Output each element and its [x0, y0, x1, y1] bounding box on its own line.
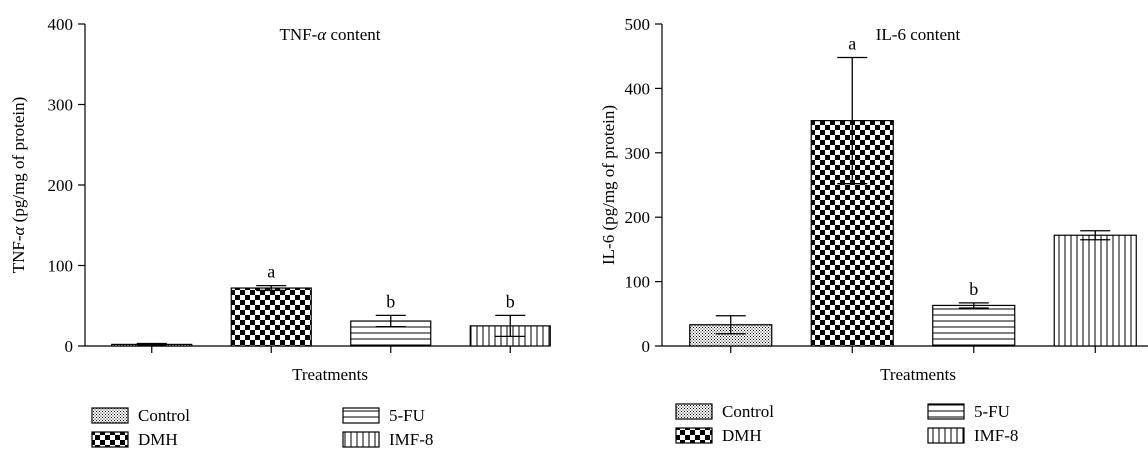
bar-5fu: [932, 304, 1016, 347]
y-tick-label: 100: [625, 273, 651, 292]
significance-label: b: [506, 291, 515, 311]
chart-2: 0 100 200 300 400 500 a b IL-6 content IL-6 (pg/m…: [599, 15, 1148, 445]
legend-label: IMF-8: [974, 426, 1018, 445]
y-tick-label: 100: [48, 257, 74, 276]
y-axis-label-rest: (pg/mg of protein): [9, 97, 28, 227]
x-axis-label: Treatments: [880, 365, 956, 384]
legend-label: DMH: [138, 430, 178, 449]
y-tick-label: 300: [48, 96, 74, 115]
legend-swatch-control: [91, 407, 129, 424]
chart-title: TNF-α content: [279, 25, 380, 44]
y-tick-label: 300: [625, 144, 651, 163]
legend-label: Control: [722, 402, 774, 421]
chart-title-main: TNF-: [279, 25, 317, 44]
y-tick-label: 200: [625, 208, 651, 227]
chart-title-main: IL-6 content: [876, 25, 961, 44]
legend-label: DMH: [722, 426, 762, 445]
legend-swatch-imf8: [927, 427, 965, 444]
chart-title: IL-6 content: [876, 25, 961, 44]
y-tick-label: 500: [625, 15, 651, 34]
legend-swatch-5fu: [342, 407, 380, 424]
legend-label: 5-FU: [389, 406, 425, 425]
legend-swatch-5fu: [927, 403, 965, 420]
chart-title-rest: content: [326, 25, 381, 44]
y-tick-label: 400: [48, 15, 74, 34]
y-axis-label-main: IL-6 (pg/mg of protein): [599, 105, 618, 265]
y-tick-label: 0: [642, 337, 651, 356]
legend-swatch-dmh: [675, 427, 713, 444]
bar-imf8: [1053, 234, 1137, 347]
y-axis-label-symbol: α: [9, 226, 28, 236]
bar-dmh: [230, 287, 312, 347]
y-tick-label: 0: [65, 337, 74, 356]
y-axis-label: TNF-α (pg/mg of protein): [9, 97, 28, 274]
significance-label: b: [969, 279, 978, 299]
y-axis-label: IL-6 (pg/mg of protein): [599, 105, 618, 265]
y-tick-label: 200: [48, 176, 74, 195]
y-axis-label-main: TNF-: [9, 235, 28, 273]
chart-title-symbol: α: [317, 25, 327, 44]
y-tick-label: 400: [625, 79, 651, 98]
legend-swatch-control: [675, 403, 713, 420]
legend-label: 5-FU: [974, 402, 1010, 421]
significance-label: a: [267, 262, 275, 282]
legend-swatch-dmh: [91, 431, 129, 448]
legend-label: Control: [138, 406, 190, 425]
significance-label: a: [848, 33, 856, 53]
significance-label: b: [386, 291, 395, 311]
x-axis-label: Treatments: [292, 365, 368, 384]
legend-label: IMF-8: [389, 430, 433, 449]
legend-swatch-imf8: [342, 431, 380, 448]
